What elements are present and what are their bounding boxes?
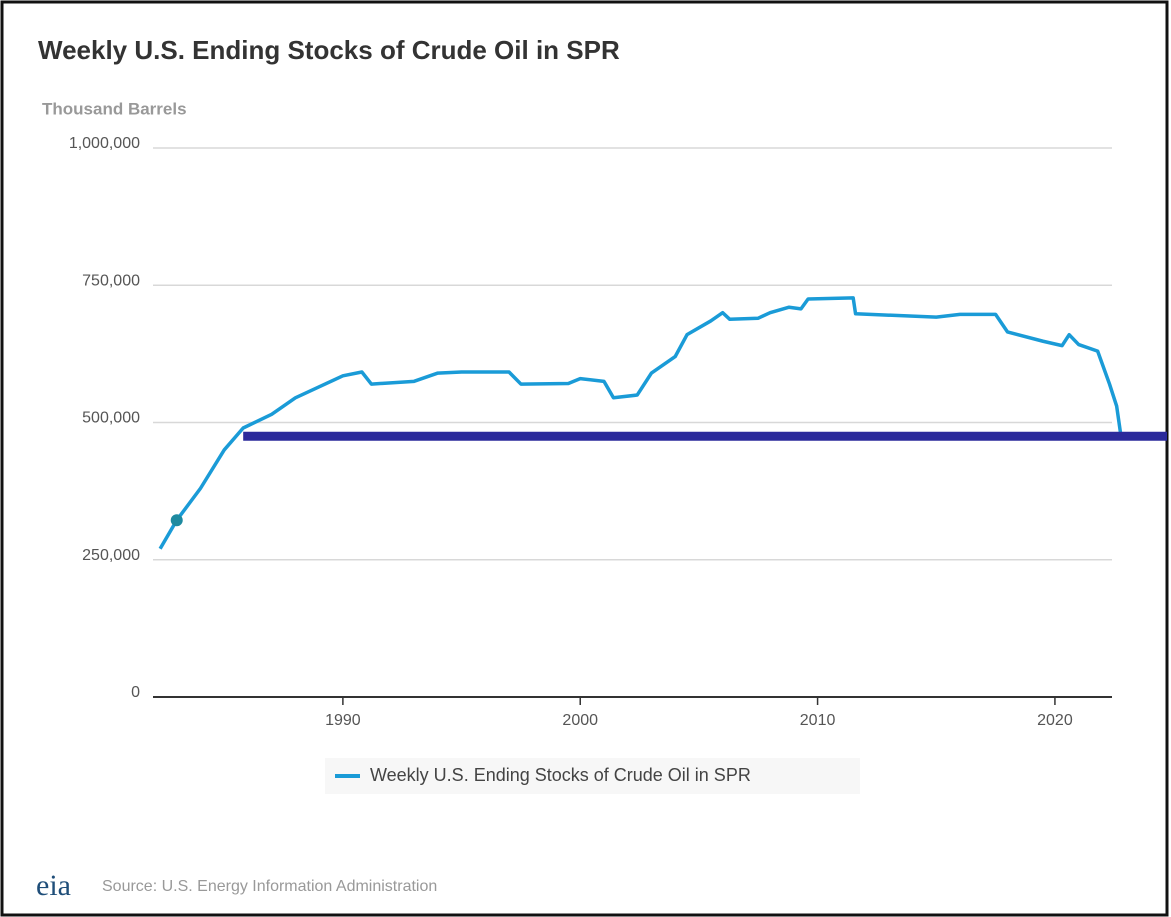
source: Source: U.S. Energy Information Administ…	[102, 878, 437, 895]
highlight-point	[170, 514, 183, 527]
y-tick-label: 1,000,000	[69, 135, 140, 152]
legend-label: Weekly U.S. Ending Stocks of Crude Oil i…	[370, 765, 751, 785]
x-tick-label: 1990	[325, 712, 361, 729]
x-tick-label: 2010	[800, 712, 836, 729]
x-tick-label: 2000	[562, 712, 598, 729]
y-tick-label: 250,000	[82, 547, 140, 564]
legend-bg	[325, 758, 860, 794]
data-line	[158, 296, 1124, 550]
chart-title: Weekly U.S. Ending Stocks of Crude Oil i…	[38, 35, 620, 65]
y-axis-label: Thousand Barrels	[42, 99, 187, 118]
y-tick-label: 750,000	[82, 272, 140, 289]
y-tick-label: 0	[131, 684, 140, 701]
logo: eia	[36, 869, 71, 902]
x-tick-label: 2020	[1037, 712, 1073, 729]
y-tick-label: 500,000	[82, 410, 140, 427]
